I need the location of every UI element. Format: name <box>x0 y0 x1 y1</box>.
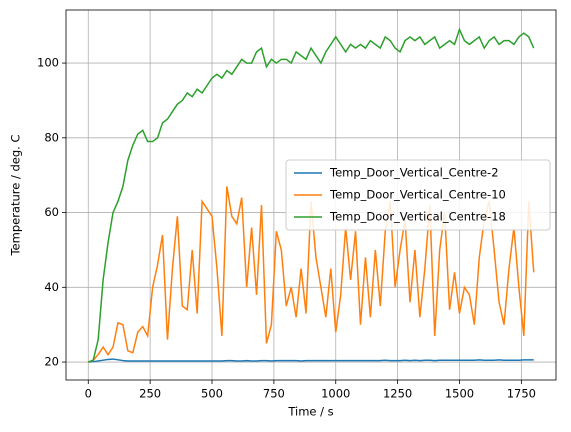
x-tick-label: 1500 <box>445 387 474 401</box>
legend-label: Temp_Door_Vertical_Centre-10 <box>329 188 506 202</box>
y-tick-label: 20 <box>44 355 59 369</box>
legend-label: Temp_Door_Vertical_Centre-18 <box>329 210 506 224</box>
x-tick-label: 250 <box>139 387 161 401</box>
x-tick-label: 0 <box>85 387 92 401</box>
line <box>88 358 534 363</box>
x-tick-label: 1750 <box>507 387 536 401</box>
x-tick-label: 500 <box>201 387 223 401</box>
x-axis-label: Time / s <box>287 405 333 419</box>
x-tick-label: 1250 <box>383 387 412 401</box>
plot-frame <box>65 9 557 381</box>
legend-label: Temp_Door_Vertical_Centre-2 <box>329 166 499 180</box>
x-tick-label: 1000 <box>321 387 350 401</box>
line <box>88 27 535 363</box>
legend-box <box>285 159 551 231</box>
x-tick-label: 750 <box>263 387 285 401</box>
y-axis-label: Temperature / deg. C <box>9 134 23 256</box>
y-tick-label: 80 <box>44 130 59 144</box>
y-tick-label: 40 <box>44 280 59 294</box>
legend: Temp_Door_Vertical_Centre-2 Temp_Door_Ver… <box>285 159 551 231</box>
y-tick-label: 60 <box>44 205 59 219</box>
y-tick-label: 100 <box>37 56 59 70</box>
